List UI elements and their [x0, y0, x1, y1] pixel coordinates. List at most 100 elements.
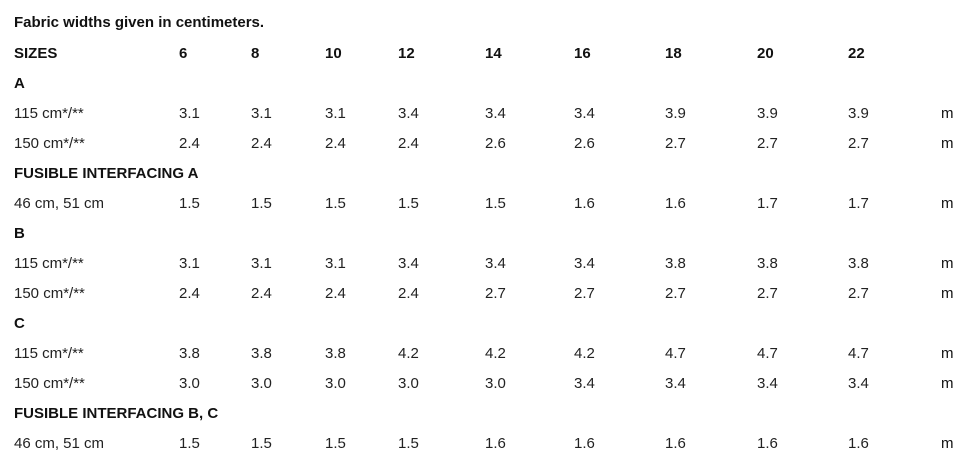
- unit-label: m: [941, 375, 954, 392]
- fabric-width-row: 150 cm*/** 3.0 3.0 3.0 3.0 3.0 3.4 3.4 3.4 3.4 m: [0, 374, 979, 404]
- yardage-value: 2.4: [179, 285, 200, 302]
- unit-label: m: [941, 195, 954, 212]
- fabric-width-row: 115 cm*/** 3.1 3.1 3.1 3.4 3.4 3.4 3.9 3.9 3.9 m: [0, 104, 979, 134]
- unit-label: m: [941, 105, 954, 122]
- yardage-value: 3.8: [179, 345, 200, 362]
- yardage-value: 3.8: [848, 255, 869, 272]
- yardage-value: 1.5: [398, 195, 419, 212]
- fabric-width-label: 150 cm*/**: [14, 375, 85, 392]
- yardage-value: 2.4: [398, 135, 419, 152]
- yardage-value: 2.7: [485, 285, 506, 302]
- section-heading-row: FUSIBLE INTERFACING B, C: [0, 404, 979, 434]
- yardage-value: 3.9: [757, 105, 778, 122]
- yardage-value: 1.5: [251, 435, 272, 452]
- fabric-width-label: 150 cm*/**: [14, 285, 85, 302]
- fabric-width-label: 115 cm*/**: [14, 105, 84, 122]
- yardage-value: 3.0: [251, 375, 272, 392]
- section-heading-row: B: [0, 224, 979, 254]
- yardage-value: 3.9: [665, 105, 686, 122]
- yardage-value: 1.6: [574, 195, 595, 212]
- unit-label: m: [941, 285, 954, 302]
- yardage-value: 1.5: [251, 195, 272, 212]
- yardage-value: 3.4: [485, 255, 506, 272]
- yardage-value: 3.8: [757, 255, 778, 272]
- section-heading-row: A: [0, 74, 979, 104]
- size-header: 16: [574, 45, 591, 62]
- yardage-value: 2.7: [848, 285, 869, 302]
- yardage-value: 1.6: [665, 435, 686, 452]
- fabric-width-label: 46 cm, 51 cm: [14, 435, 105, 452]
- yardage-value: 2.4: [251, 135, 272, 152]
- yardage-value: 2.4: [179, 135, 200, 152]
- yardage-value: 1.6: [848, 435, 869, 452]
- yardage-value: 3.1: [325, 255, 346, 272]
- fabric-width-label: 115 cm*/**: [14, 345, 84, 362]
- yardage-value: 3.4: [665, 375, 686, 392]
- yardage-value: 2.6: [574, 135, 595, 152]
- section-heading: FUSIBLE INTERFACING A: [14, 165, 199, 182]
- size-header: 22: [848, 45, 865, 62]
- yardage-value: 1.5: [485, 195, 506, 212]
- fabric-width-row: 115 cm*/** 3.1 3.1 3.1 3.4 3.4 3.4 3.8 3.8 3.8 m: [0, 254, 979, 284]
- yardage-value: 3.0: [398, 375, 419, 392]
- yardage-value: 2.7: [757, 285, 778, 302]
- section-heading: A: [14, 75, 25, 92]
- unit-label: m: [941, 345, 954, 362]
- yardage-value: 3.0: [325, 375, 346, 392]
- fabric-width-label: 150 cm*/**: [14, 135, 85, 152]
- yardage-value: 2.7: [665, 285, 686, 302]
- yardage-value: 3.1: [179, 105, 200, 122]
- yardage-value: 4.2: [485, 345, 506, 362]
- size-header: 10: [325, 45, 342, 62]
- size-header: 12: [398, 45, 415, 62]
- fabric-width-row: 115 cm*/** 3.8 3.8 3.8 4.2 4.2 4.2 4.7 4.7 4.7 m: [0, 344, 979, 374]
- yardage-value: 4.7: [848, 345, 869, 362]
- yardage-value: 2.7: [574, 285, 595, 302]
- yardage-value: 3.1: [251, 255, 272, 272]
- yardage-value: 1.6: [574, 435, 595, 452]
- unit-label: m: [941, 435, 954, 452]
- unit-label: m: [941, 255, 954, 272]
- yardage-value: 2.4: [251, 285, 272, 302]
- section-heading: FUSIBLE INTERFACING B, C: [14, 405, 219, 422]
- yardage-value: 1.7: [757, 195, 778, 212]
- yardage-value: 1.6: [665, 195, 686, 212]
- sizes-header-row: SIZES 6 8 10 12 14 16 18 20 22: [0, 44, 979, 74]
- yardage-value: 4.2: [398, 345, 419, 362]
- yardage-value: 3.9: [848, 105, 869, 122]
- size-header: 18: [665, 45, 682, 62]
- yardage-value: 3.4: [485, 105, 506, 122]
- yardage-value: 2.4: [325, 285, 346, 302]
- yardage-value: 3.1: [179, 255, 200, 272]
- yardage-value: 3.4: [398, 105, 419, 122]
- chart-title: Fabric widths given in centimeters.: [14, 14, 265, 31]
- unit-label: m: [941, 135, 954, 152]
- yardage-value: 1.6: [485, 435, 506, 452]
- size-header: 14: [485, 45, 502, 62]
- fabric-width-row: 150 cm*/** 2.4 2.4 2.4 2.4 2.6 2.6 2.7 2.7 2.7 m: [0, 134, 979, 164]
- yardage-value: 3.0: [179, 375, 200, 392]
- yardage-value: 2.7: [665, 135, 686, 152]
- section-heading-row: FUSIBLE INTERFACING A: [0, 164, 979, 194]
- yardage-value: 2.7: [757, 135, 778, 152]
- yardage-value: 3.1: [325, 105, 346, 122]
- yardage-value: 3.4: [757, 375, 778, 392]
- yardage-value: 3.8: [325, 345, 346, 362]
- fabric-width-row: 46 cm, 51 cm 1.5 1.5 1.5 1.5 1.6 1.6 1.6 1.6 1.6 m: [0, 434, 979, 464]
- yardage-value: 2.7: [848, 135, 869, 152]
- yardage-value: 4.2: [574, 345, 595, 362]
- yardage-value: 3.1: [251, 105, 272, 122]
- yardage-value: 3.4: [848, 375, 869, 392]
- size-header: 20: [757, 45, 774, 62]
- yardage-value: 2.4: [325, 135, 346, 152]
- size-header: 6: [179, 45, 188, 62]
- yardage-value: 1.5: [179, 195, 200, 212]
- yardage-value: 3.4: [398, 255, 419, 272]
- yardage-value: 3.4: [574, 255, 595, 272]
- sizes-header-label: SIZES: [14, 45, 58, 62]
- fabric-width-row: 150 cm*/** 2.4 2.4 2.4 2.4 2.7 2.7 2.7 2.7 2.7 m: [0, 284, 979, 314]
- yardage-value: 1.5: [325, 435, 346, 452]
- yardage-value: 1.6: [757, 435, 778, 452]
- section-heading: C: [14, 315, 25, 332]
